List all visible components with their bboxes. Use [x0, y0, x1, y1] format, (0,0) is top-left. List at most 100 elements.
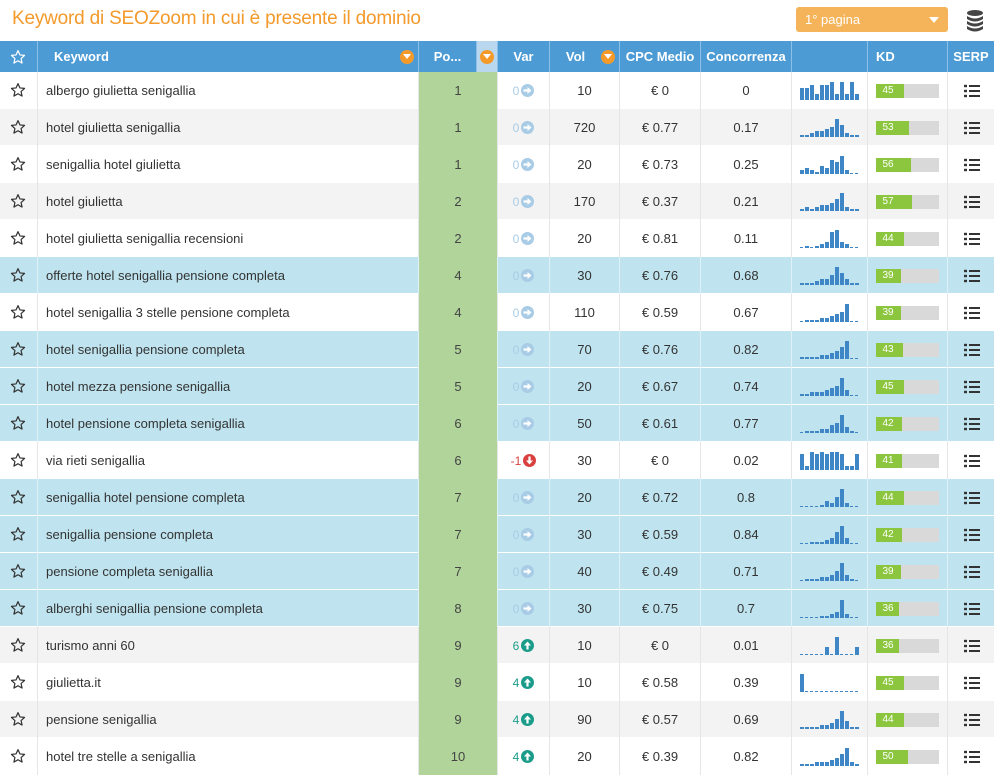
keyword-cell[interactable]: offerte hotel senigallia pensione comple…: [38, 257, 449, 294]
keyword-text[interactable]: senigallia pensione completa: [46, 527, 213, 542]
column-cpc[interactable]: CPC Medio: [620, 41, 701, 72]
keyword-cell[interactable]: hotel mezza pensione senigallia: [38, 368, 449, 405]
trend-bar: [850, 691, 853, 692]
column-vol[interactable]: Vol: [550, 41, 620, 72]
serp-list-icon[interactable]: [964, 416, 980, 432]
keyword-cell[interactable]: hotel senigallia pensione completa: [38, 331, 449, 368]
keyword-text[interactable]: offerte hotel senigallia pensione comple…: [46, 268, 285, 283]
star-icon[interactable]: [10, 748, 26, 764]
trend-bar: [810, 452, 814, 470]
column-serp[interactable]: SERP: [948, 41, 994, 72]
keyword-text[interactable]: hotel tre stelle a senigallia: [46, 749, 196, 764]
serp-list-icon[interactable]: [964, 83, 980, 99]
keyword-cell[interactable]: hotel giulietta senigallia: [38, 109, 419, 146]
keyword-cell[interactable]: senigallia hotel pensione completa: [38, 479, 449, 516]
column-competition[interactable]: Concorrenza: [701, 41, 792, 72]
position-filter-cell[interactable]: [477, 41, 498, 72]
keyword-text[interactable]: pensione completa senigallia: [46, 564, 213, 579]
keyword-cell[interactable]: via rieti senigallia: [38, 442, 419, 479]
star-icon[interactable]: [10, 563, 26, 579]
keyword-cell[interactable]: senigallia hotel giulietta: [38, 146, 419, 183]
keyword-text[interactable]: alberghi senigallia pensione completa: [46, 601, 263, 616]
keyword-text[interactable]: albergo giulietta senigallia: [46, 83, 196, 98]
serp-list-icon[interactable]: [964, 564, 980, 580]
keyword-text[interactable]: pensione senigallia: [46, 712, 157, 727]
star-icon[interactable]: [10, 304, 26, 320]
kd-cell: 45: [868, 72, 948, 109]
star-icon[interactable]: [10, 267, 26, 283]
keyword-cell[interactable]: alberghi senigallia pensione completa: [38, 590, 449, 627]
serp-list-icon[interactable]: [964, 157, 980, 173]
serp-list-icon[interactable]: [964, 712, 980, 728]
star-icon[interactable]: [10, 230, 26, 246]
serp-list-icon[interactable]: [964, 490, 980, 506]
keyword-cell[interactable]: albergo giulietta senigallia: [38, 72, 419, 109]
filter-icon[interactable]: [400, 50, 414, 64]
position-value: 6: [454, 416, 462, 431]
serp-list-icon[interactable]: [964, 638, 980, 654]
keyword-cell[interactable]: hotel giulietta: [38, 183, 419, 220]
keyword-cell[interactable]: hotel giulietta senigallia recensioni: [38, 220, 419, 257]
trend-sparkline: [800, 267, 859, 285]
filter-icon[interactable]: [601, 50, 615, 64]
star-icon[interactable]: [10, 341, 26, 357]
star-icon[interactable]: [10, 119, 26, 135]
star-icon[interactable]: [10, 637, 26, 653]
column-kd[interactable]: KD: [868, 41, 948, 72]
serp-list-icon[interactable]: [964, 120, 980, 136]
trend-sparkline: [800, 526, 858, 544]
keyword-text[interactable]: hotel giulietta: [46, 194, 123, 209]
keyword-cell[interactable]: pensione completa senigallia: [38, 553, 449, 590]
keyword-text[interactable]: hotel senigallia pensione completa: [46, 342, 245, 357]
keyword-cell[interactable]: senigallia pensione completa: [38, 516, 449, 553]
keyword-cell[interactable]: pensione senigallia: [38, 701, 419, 738]
keyword-cell[interactable]: turismo anni 60: [38, 627, 419, 664]
star-icon[interactable]: [10, 489, 26, 505]
keyword-text[interactable]: hotel giulietta senigallia recensioni: [46, 231, 244, 246]
star-icon[interactable]: [10, 600, 26, 616]
keyword-text[interactable]: hotel giulietta senigallia: [46, 120, 181, 135]
serp-list-icon[interactable]: [964, 601, 980, 617]
column-position[interactable]: Po...: [419, 41, 477, 72]
serp-list-icon[interactable]: [964, 749, 980, 765]
page-filter-dropdown[interactable]: 1° pagina: [796, 7, 948, 32]
serp-list-icon[interactable]: [964, 453, 980, 469]
star-icon[interactable]: [10, 452, 26, 468]
serp-list-icon[interactable]: [964, 194, 980, 210]
star-icon[interactable]: [10, 674, 26, 690]
serp-list-icon[interactable]: [964, 675, 980, 691]
database-icon[interactable]: [964, 9, 986, 33]
keyword-text[interactable]: hotel senigallia 3 stelle pensione compl…: [46, 305, 290, 320]
serp-list-icon[interactable]: [964, 342, 980, 358]
keyword-text[interactable]: via rieti senigallia: [46, 453, 145, 468]
serp-list-icon[interactable]: [964, 379, 980, 395]
serp-list-icon[interactable]: [964, 305, 980, 321]
keyword-text[interactable]: turismo anni 60: [46, 638, 135, 653]
keyword-text[interactable]: senigallia hotel pensione completa: [46, 490, 245, 505]
keyword-cell[interactable]: hotel pensione completa senigallia: [38, 405, 449, 442]
trend-bar: [835, 452, 839, 470]
keyword-text[interactable]: hotel mezza pensione senigallia: [46, 379, 231, 394]
keyword-cell[interactable]: hotel senigallia 3 stelle pensione compl…: [38, 294, 419, 331]
serp-list-icon[interactable]: [964, 527, 980, 543]
keyword-cell[interactable]: hotel tre stelle a senigallia: [38, 738, 419, 775]
keyword-text[interactable]: hotel pensione completa senigallia: [46, 416, 245, 431]
serp-list-icon[interactable]: [964, 268, 980, 284]
serp-list-icon[interactable]: [964, 231, 980, 247]
keyword-text[interactable]: giulietta.it: [46, 675, 101, 690]
filter-icon[interactable]: [480, 50, 494, 64]
star-icon[interactable]: [10, 378, 26, 394]
column-var[interactable]: Var: [498, 41, 550, 72]
star-icon[interactable]: [10, 526, 26, 542]
keyword-text[interactable]: senigallia hotel giulietta: [46, 157, 181, 172]
star-icon[interactable]: [10, 156, 26, 172]
arrow-right-icon: [521, 269, 535, 282]
header-star-cell[interactable]: [0, 41, 38, 72]
trend-bar: [820, 725, 824, 729]
star-icon[interactable]: [10, 711, 26, 727]
column-keyword[interactable]: Keyword: [38, 41, 419, 72]
star-icon[interactable]: [10, 193, 26, 209]
keyword-cell[interactable]: giulietta.it: [38, 664, 419, 701]
star-icon[interactable]: [10, 415, 26, 431]
star-icon[interactable]: [10, 82, 26, 98]
